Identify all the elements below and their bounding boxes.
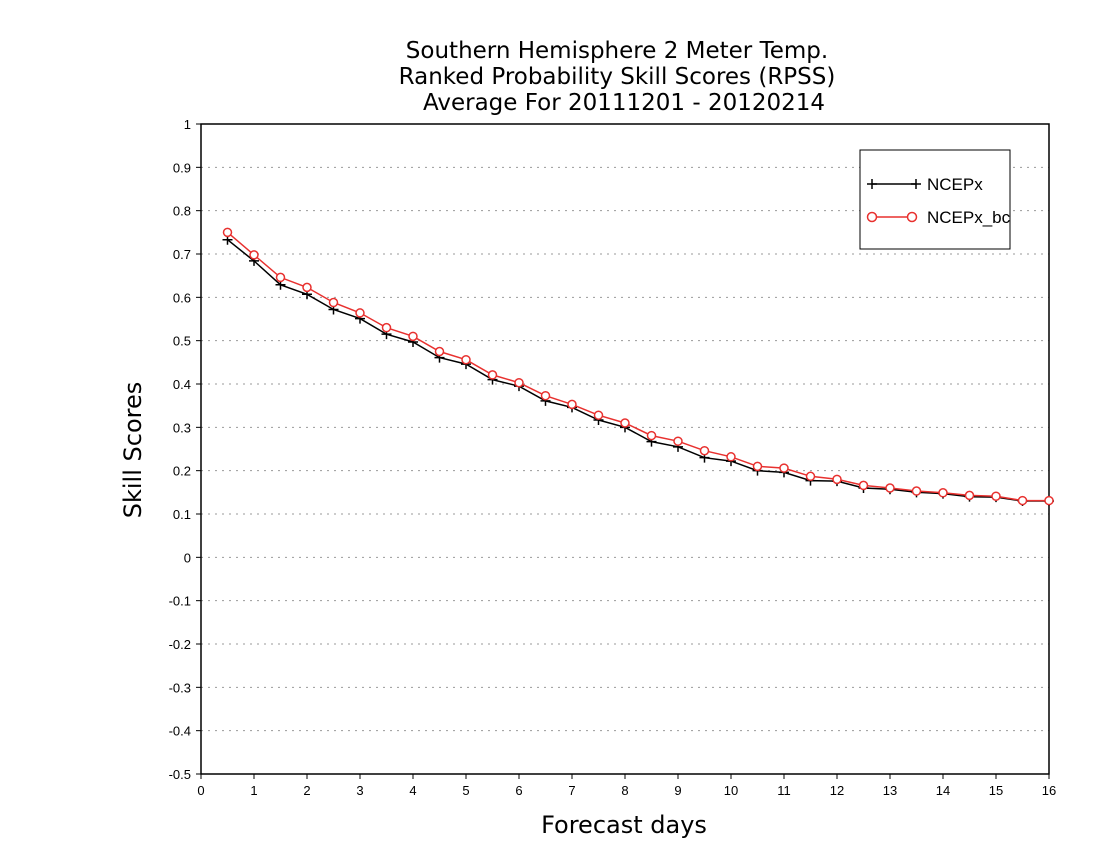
data-point-ncepx-bc xyxy=(673,436,683,446)
data-point-ncepx-bc xyxy=(885,483,895,493)
data-point-ncepx-bc xyxy=(487,370,498,380)
data-point-ncepx-bc xyxy=(328,297,339,308)
legend-marker-plus xyxy=(867,179,921,189)
y-tick-label: 0.7 xyxy=(173,247,191,262)
data-point-ncepx-bc xyxy=(222,227,233,238)
y-tick-label: 0.3 xyxy=(173,420,191,435)
x-tick-label: 5 xyxy=(462,783,469,798)
series-line-ncepx xyxy=(227,239,1049,502)
data-point-ncepx-bc xyxy=(381,322,392,333)
y-tick-label: 1 xyxy=(184,117,191,132)
data-point-ncepx-bc xyxy=(1044,495,1054,506)
x-tick-label: 15 xyxy=(989,783,1003,798)
data-point-ncepx-bc xyxy=(938,488,948,498)
data-point-ncepx-bc xyxy=(858,480,869,491)
x-tick-label: 11 xyxy=(777,783,791,798)
data-point-ncepx-bc xyxy=(699,445,710,456)
x-tick-label: 2 xyxy=(303,783,310,798)
data-point-ncepx-bc xyxy=(355,308,365,318)
data-point-ncepx-bc xyxy=(805,471,816,482)
legend-marker-circle-right xyxy=(906,211,918,223)
x-tick-label: 13 xyxy=(883,783,897,798)
y-tick-label: -0.3 xyxy=(169,680,191,695)
x-tick-label: 10 xyxy=(724,783,738,798)
legend-label-ncepx: NCEPx xyxy=(927,175,983,194)
gridlines xyxy=(201,166,1049,732)
x-axis-label: Forecast days xyxy=(541,811,707,839)
data-point-ncepx-bc xyxy=(964,490,975,501)
series-layer xyxy=(222,227,1054,506)
y-tick-label: -0.4 xyxy=(169,724,191,739)
data-point-ncepx-bc xyxy=(249,250,259,260)
x-tick-label: 8 xyxy=(621,783,628,798)
y-tick-label: -0.2 xyxy=(169,637,191,652)
x-tick-label: 6 xyxy=(515,783,522,798)
x-axis: 0 1 2 3 4 5 6 7 8 9 10 11 12 13 14 15 16 xyxy=(197,774,1056,798)
y-tick-label: 0.4 xyxy=(173,377,191,392)
data-point-ncepx-bc xyxy=(461,354,471,365)
title-line-2: Ranked Probability Skill Scores (RPSS) xyxy=(399,64,836,90)
x-tick-label: 4 xyxy=(409,783,416,798)
y-tick-label: 0.8 xyxy=(173,204,191,219)
x-tick-label: 16 xyxy=(1042,783,1056,798)
title-line-3: Average For 20111201 - 20120214 xyxy=(423,90,825,116)
data-point-ncepx-bc xyxy=(514,377,524,388)
data-point-ncepx-bc xyxy=(832,474,842,485)
series-ncepx xyxy=(222,234,1054,506)
data-point-ncepx-bc xyxy=(911,486,922,496)
y-tick-label: 0 xyxy=(184,550,191,565)
title-line-1: Southern Hemisphere 2 Meter Temp. xyxy=(406,38,828,64)
series-ncepx-bc xyxy=(222,227,1054,506)
data-point-ncepx-bc xyxy=(275,272,286,283)
data-point-ncepx-bc xyxy=(593,410,604,420)
y-tick-label: -0.5 xyxy=(169,767,191,782)
legend-marker-circle-left xyxy=(866,211,878,223)
y-tick-label: -0.1 xyxy=(169,594,191,609)
y-tick-label: 0.5 xyxy=(173,334,191,349)
data-point-ncepx-bc xyxy=(567,399,577,410)
x-tick-label: 1 xyxy=(250,783,257,798)
data-point-ncepx-bc xyxy=(752,461,763,472)
chart-title: Southern Hemisphere 2 Meter Temp. Ranked… xyxy=(399,38,836,116)
x-tick-label: 9 xyxy=(674,783,681,798)
y-tick-label: 0.6 xyxy=(173,290,191,305)
y-axis-label: Skill Scores xyxy=(119,382,147,519)
x-tick-label: 12 xyxy=(830,783,844,798)
x-tick-label: 3 xyxy=(356,783,363,798)
x-tick-label: 0 xyxy=(197,783,204,798)
data-point-ncepx-bc xyxy=(726,452,736,462)
data-point-ncepx-bc xyxy=(646,430,657,441)
legend-label-ncepx-bc: NCEPx_bc xyxy=(927,208,1011,227)
y-tick-label: 0.2 xyxy=(173,464,191,479)
y-axis: 1 0.9 0.8 0.7 0.6 0.5 0.4 0.3 0.2 0.1 0 -0.1 -0.2 -0.… xyxy=(169,117,201,782)
data-point-ncepx-bc xyxy=(408,331,418,342)
data-point-ncepx-bc xyxy=(540,390,551,401)
legend: NCEPx NCEPx_bc xyxy=(859,149,1011,250)
x-tick-label: 7 xyxy=(568,783,575,798)
y-tick-label: 0.9 xyxy=(173,160,191,175)
data-point-ncepx-bc xyxy=(1017,495,1028,506)
x-tick-label: 14 xyxy=(936,783,950,798)
data-point-ncepx-bc xyxy=(779,463,789,473)
data-point-ncepx-bc xyxy=(991,491,1001,501)
data-point-ncepx-bc xyxy=(620,418,630,428)
y-tick-label: 0.1 xyxy=(173,507,191,522)
data-point-ncepx-bc xyxy=(434,346,445,357)
legend-box xyxy=(859,149,1011,250)
data-point-ncepx-bc xyxy=(302,282,312,293)
series-line-ncepx-bc xyxy=(227,231,1049,502)
